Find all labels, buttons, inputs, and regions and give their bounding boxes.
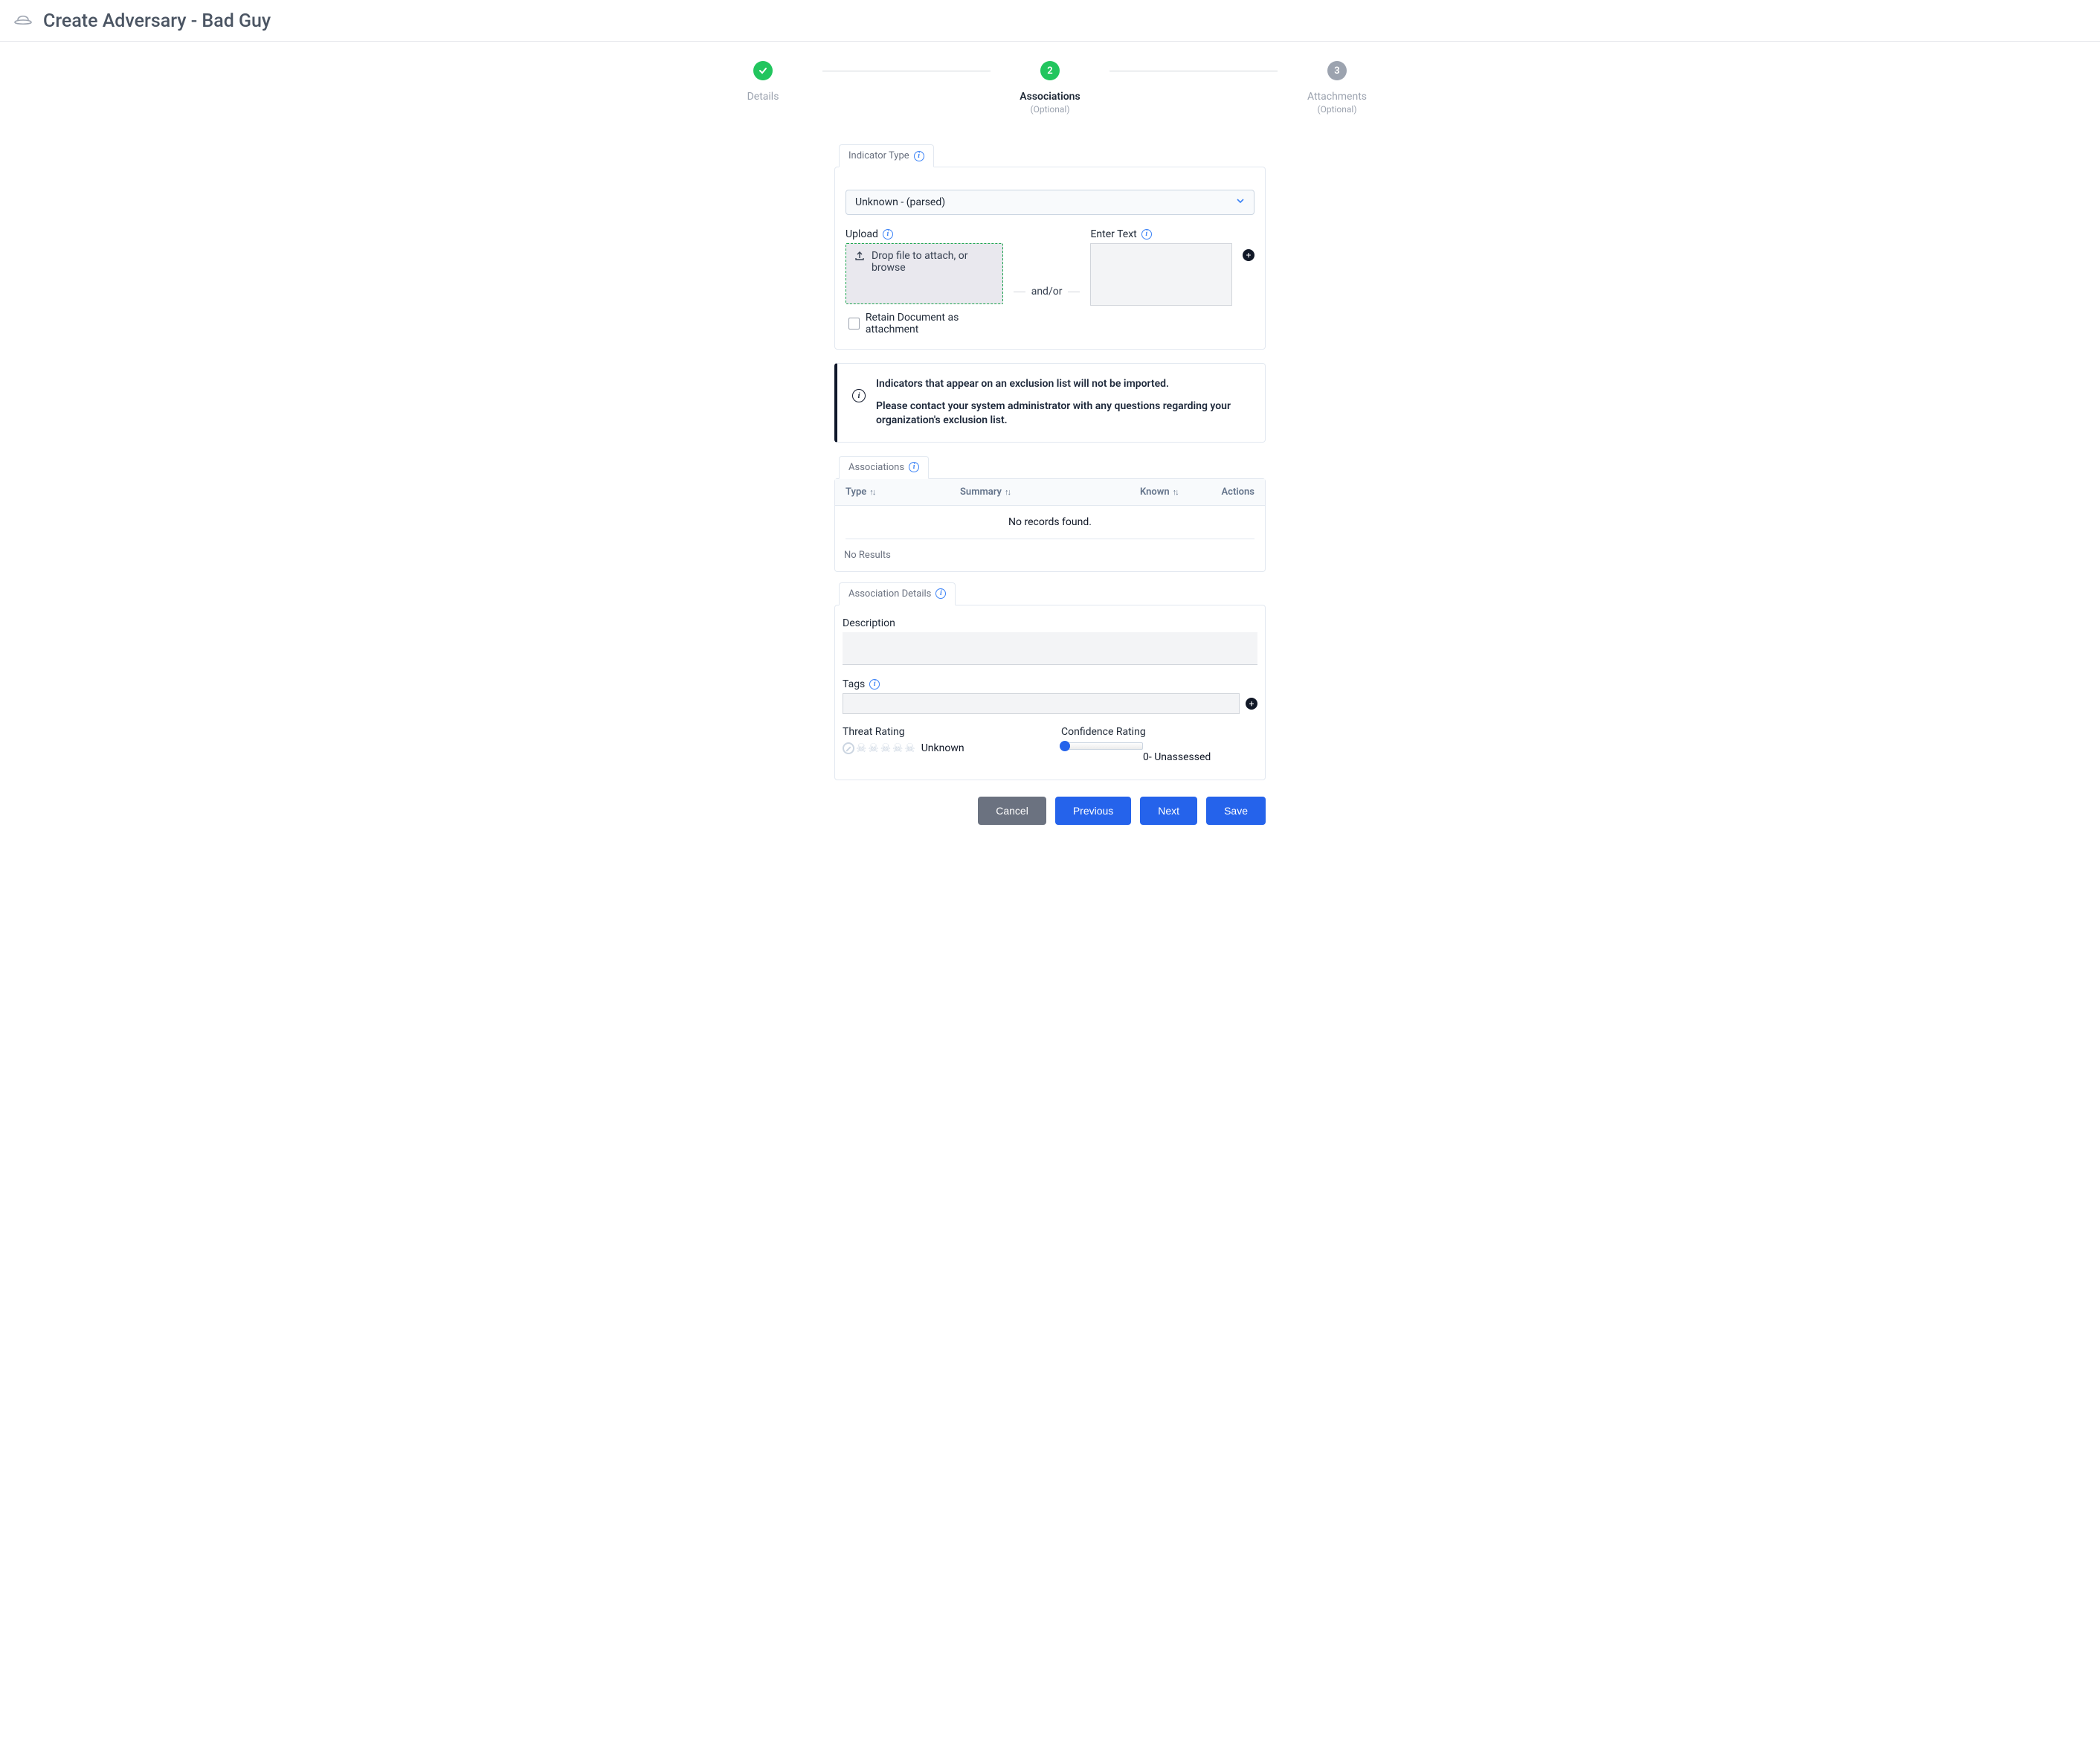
confidence-rating-group: Confidence Rating 0- Unassessed [1061, 726, 1257, 763]
associations-section: Associations i Type↑↓ Summary↑↓ Known↑↓ … [834, 456, 1266, 572]
checkbox-icon[interactable] [848, 318, 860, 330]
tab-associations[interactable]: Associations i [839, 456, 929, 479]
sort-icon: ↑↓ [1005, 487, 1010, 497]
tags-input[interactable] [843, 693, 1240, 714]
info-icon[interactable]: i [909, 462, 919, 472]
upload-column: Upload i Drop file to attach, or browse [846, 228, 1003, 335]
footer-buttons: Cancel Previous Next Save [834, 797, 1266, 825]
step-label: Details [747, 91, 779, 103]
enter-text-label: Enter Text i [1090, 228, 1232, 240]
tags-label: Tags i [843, 678, 1257, 690]
tab-label: Associations [848, 462, 904, 473]
step-label: Attachments [1307, 91, 1367, 103]
page-title: Create Adversary - Bad Guy [43, 10, 271, 32]
skull-icon[interactable]: ☠ [856, 742, 866, 754]
tab-label: Indicator Type [848, 150, 909, 161]
enter-text-textarea[interactable] [1090, 243, 1232, 306]
info-icon[interactable]: i [883, 229, 893, 240]
indicator-panel: Unknown - (parsed) Upload i [834, 167, 1266, 350]
add-indicator-button[interactable]: + [1243, 249, 1254, 261]
threat-rating-control[interactable]: ☠ ☠ ☠ ☠ ☠ Unknown [843, 742, 1039, 754]
adversary-hat-icon [13, 12, 33, 31]
skull-icon[interactable]: ☠ [868, 742, 878, 754]
info-icon[interactable]: i [914, 151, 924, 161]
description-label: Description [843, 617, 1257, 629]
sort-icon: ↑↓ [1173, 487, 1178, 497]
upload-dropzone[interactable]: Drop file to attach, or browse [846, 243, 1003, 304]
col-known[interactable]: Known↑↓ [1140, 486, 1214, 498]
threat-rating-label: Threat Rating [843, 726, 1039, 738]
step-attachments[interactable]: 3 Attachments (Optional) [1278, 61, 1397, 115]
page-header: Create Adversary - Bad Guy [0, 0, 2100, 42]
add-tag-button[interactable]: + [1246, 698, 1257, 710]
association-details-section: Association Details i Description Tags i… [834, 582, 1266, 780]
next-button[interactable]: Next [1140, 797, 1197, 825]
step-label: Associations [1020, 91, 1080, 103]
banner-line2: Please contact your system administrator… [876, 399, 1250, 428]
upload-label: Upload i [846, 228, 1003, 240]
step-circle-done [753, 61, 773, 80]
associations-no-results: No Results [835, 539, 1265, 571]
enter-text-column: Enter Text i [1090, 228, 1232, 309]
info-icon: i [852, 389, 866, 402]
retain-checkbox-row[interactable]: Retain Document as attachment [848, 312, 1003, 335]
confidence-rating-value: 0- Unassessed [1143, 751, 1257, 763]
retain-label: Retain Document as attachment [866, 312, 1003, 335]
slider-knob[interactable] [1060, 741, 1070, 751]
skull-icon[interactable]: ☠ [904, 742, 915, 754]
col-summary[interactable]: Summary↑↓ [960, 486, 1140, 498]
upload-icon [854, 250, 866, 265]
previous-button[interactable]: Previous [1055, 797, 1131, 825]
step-sublabel: (Optional) [1317, 104, 1356, 115]
step-sublabel: (Optional) [1030, 104, 1069, 115]
indicator-type-select[interactable]: Unknown - (parsed) [846, 190, 1254, 215]
description-textarea[interactable] [843, 632, 1257, 665]
banner-line1: Indicators that appear on an exclusion l… [876, 377, 1250, 392]
tab-label: Association Details [848, 588, 931, 600]
step-circle-future: 3 [1327, 61, 1347, 80]
select-value: Unknown - (parsed) [855, 196, 945, 208]
associations-empty: No records found. [846, 506, 1254, 539]
confidence-rating-label: Confidence Rating [1061, 726, 1257, 738]
cancel-button[interactable]: Cancel [978, 797, 1046, 825]
step-circle-current: 2 [1040, 61, 1060, 80]
info-icon[interactable]: i [935, 588, 946, 599]
indicator-type-section: Indicator Type i Unknown - (parsed) Uplo… [834, 144, 1266, 350]
associations-table-header: Type↑↓ Summary↑↓ Known↑↓ Actions [835, 479, 1265, 506]
chevron-down-icon [1236, 196, 1245, 208]
threat-rating-value: Unknown [921, 742, 964, 754]
tab-association-details[interactable]: Association Details i [839, 582, 956, 605]
step-details[interactable]: Details [703, 61, 822, 103]
no-rating-icon[interactable] [843, 742, 854, 754]
sort-icon: ↑↓ [869, 487, 875, 497]
dropzone-text: Drop file to attach, or browse [872, 250, 995, 274]
exclusion-info-banner: i Indicators that appear on an exclusion… [834, 363, 1266, 443]
info-icon[interactable]: i [1141, 229, 1152, 240]
skull-icon[interactable]: ☠ [880, 742, 891, 754]
step-associations[interactable]: 2 Associations (Optional) [991, 61, 1109, 115]
save-button[interactable]: Save [1206, 797, 1266, 825]
confidence-slider[interactable] [1061, 742, 1143, 750]
threat-rating-group: Threat Rating ☠ ☠ ☠ ☠ ☠ Unknown [843, 726, 1039, 763]
skull-icon[interactable]: ☠ [892, 742, 903, 754]
info-icon[interactable]: i [869, 679, 880, 690]
col-actions: Actions [1214, 486, 1254, 498]
associations-panel: Type↑↓ Summary↑↓ Known↑↓ Actions No reco… [834, 478, 1266, 572]
tab-indicator-type[interactable]: Indicator Type i [839, 144, 934, 167]
andor-separator: and/or [1014, 286, 1080, 298]
main-column: Indicator Type i Unknown - (parsed) Uplo… [834, 144, 1266, 870]
details-panel: Description Tags i + Threat Rating [834, 605, 1266, 780]
stepper: Details 2 Associations (Optional) 3 Atta… [686, 61, 1414, 115]
col-type[interactable]: Type↑↓ [846, 486, 960, 498]
